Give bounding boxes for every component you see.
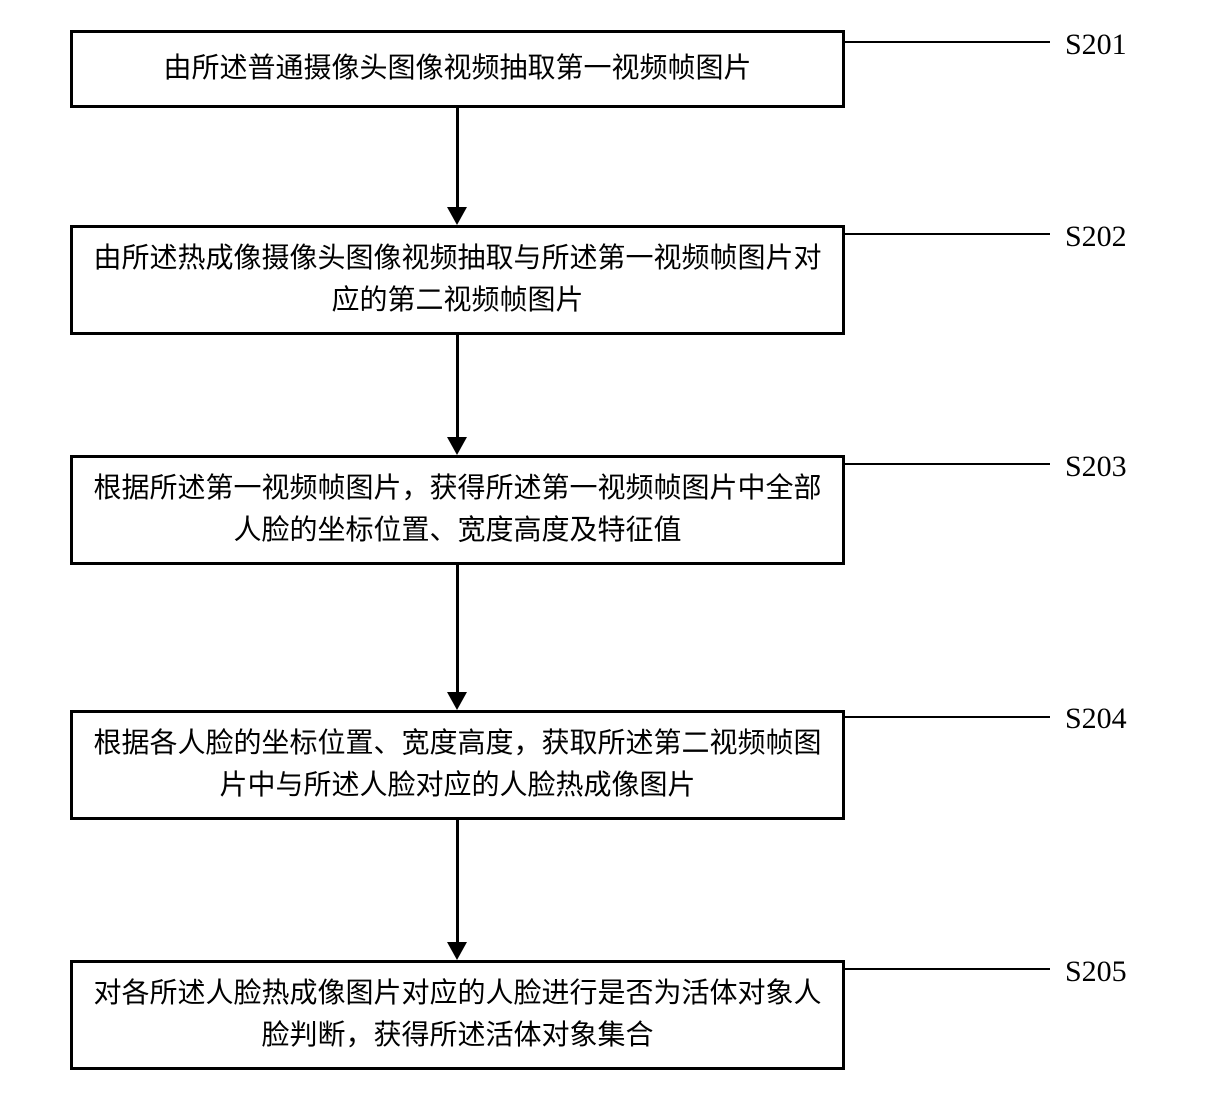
step-label-s205: S205 xyxy=(1065,955,1127,989)
step-label-s203: S203 xyxy=(1065,450,1127,484)
curve-connector-s204 xyxy=(845,705,1060,745)
arrow-head-1 xyxy=(447,207,467,225)
curve-connector-s203 xyxy=(845,452,1060,492)
curve-connector-s205 xyxy=(845,957,1060,997)
step-box-s202: 由所述热成像摄像头图像视频抽取与所述第一视频帧图片对应的第二视频帧图片 xyxy=(70,225,845,335)
step-text-s202: 由所述热成像摄像头图像视频抽取与所述第一视频帧图片对应的第二视频帧图片 xyxy=(93,238,822,322)
arrow-line-4 xyxy=(456,820,459,943)
arrow-head-3 xyxy=(447,692,467,710)
step-label-s202: S202 xyxy=(1065,220,1127,254)
curve-connector-s202 xyxy=(845,222,1060,262)
step-text-s203: 根据所述第一视频帧图片，获得所述第一视频帧图片中全部人脸的坐标位置、宽度高度及特… xyxy=(93,468,822,552)
arrow-line-1 xyxy=(456,108,459,208)
arrow-head-4 xyxy=(447,942,467,960)
step-label-s201: S201 xyxy=(1065,28,1127,62)
step-text-s205: 对各所述人脸热成像图片对应的人脸进行是否为活体对象人脸判断，获得所述活体对象集合 xyxy=(93,973,822,1057)
step-text-s204: 根据各人脸的坐标位置、宽度高度，获取所述第二视频帧图片中与所述人脸对应的人脸热成… xyxy=(93,723,822,807)
arrow-head-2 xyxy=(447,437,467,455)
step-label-s204: S204 xyxy=(1065,702,1127,736)
flowchart-container: 由所述普通摄像头图像视频抽取第一视频帧图片 S201 由所述热成像摄像头图像视频… xyxy=(0,0,1215,1110)
step-box-s204: 根据各人脸的坐标位置、宽度高度，获取所述第二视频帧图片中与所述人脸对应的人脸热成… xyxy=(70,710,845,820)
arrow-line-3 xyxy=(456,565,459,693)
step-box-s205: 对各所述人脸热成像图片对应的人脸进行是否为活体对象人脸判断，获得所述活体对象集合 xyxy=(70,960,845,1070)
step-text-s201: 由所述普通摄像头图像视频抽取第一视频帧图片 xyxy=(163,48,751,90)
step-box-s203: 根据所述第一视频帧图片，获得所述第一视频帧图片中全部人脸的坐标位置、宽度高度及特… xyxy=(70,455,845,565)
arrow-line-2 xyxy=(456,335,459,438)
step-box-s201: 由所述普通摄像头图像视频抽取第一视频帧图片 xyxy=(70,30,845,108)
curve-connector-s201 xyxy=(845,30,1060,70)
